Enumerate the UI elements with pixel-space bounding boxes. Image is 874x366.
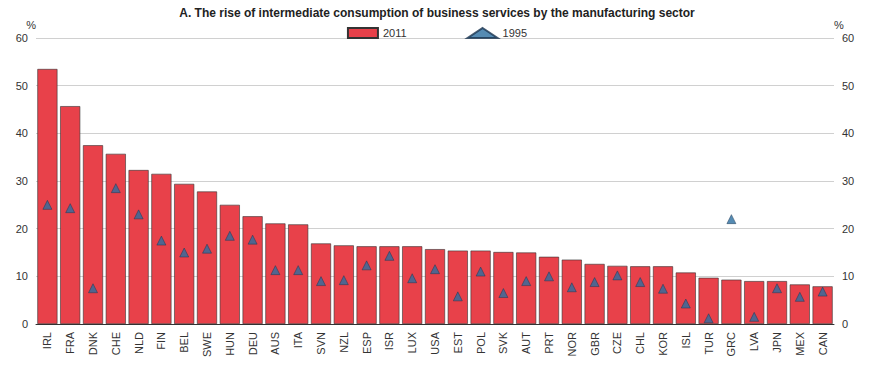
svg-text:20: 20 [842,223,854,235]
svg-text:MEX: MEX [794,331,806,356]
svg-text:0: 0 [842,318,848,330]
svg-text:LUX: LUX [406,331,418,353]
svg-text:CHE: CHE [110,332,122,355]
svg-text:50: 50 [842,80,854,92]
svg-text:GRC: GRC [725,332,737,357]
svg-text:SWE: SWE [201,332,213,357]
svg-text:60: 60 [842,32,854,44]
svg-text:1995: 1995 [503,27,527,39]
svg-text:ITA: ITA [292,331,304,348]
svg-text:HUN: HUN [224,332,236,356]
svg-text:NOR: NOR [566,332,578,357]
svg-text:A. The rise of intermediate co: A. The rise of intermediate consumption … [179,6,695,20]
svg-text:NLD: NLD [133,332,145,354]
svg-text:%: % [834,19,844,31]
svg-text:40: 40 [16,127,28,139]
svg-text:POL: POL [475,332,487,354]
svg-text:FIN: FIN [155,332,167,350]
svg-text:IRL: IRL [41,332,53,349]
svg-text:0: 0 [22,318,28,330]
svg-text:JPN: JPN [771,332,783,353]
svg-text:SVK: SVK [497,331,509,354]
svg-text:30: 30 [16,175,28,187]
svg-text:2011: 2011 [383,27,407,39]
svg-text:AUT: AUT [520,332,532,354]
svg-text:30: 30 [842,175,854,187]
svg-text:TUR: TUR [703,332,715,355]
svg-text:EST: EST [452,332,464,354]
svg-text:KOR: KOR [657,332,669,356]
svg-text:20: 20 [16,223,28,235]
svg-text:USA: USA [429,331,441,354]
svg-text:FRA: FRA [64,331,76,354]
svg-text:BEL: BEL [178,332,190,353]
svg-text:40: 40 [842,127,854,139]
svg-text:60: 60 [16,32,28,44]
svg-text:SVN: SVN [315,332,327,355]
svg-text:DNK: DNK [87,331,99,355]
svg-text:50: 50 [16,80,28,92]
svg-text:%: % [26,19,36,31]
svg-text:CZE: CZE [611,332,623,354]
svg-text:PRT: PRT [543,332,555,354]
svg-text:ISL: ISL [680,332,692,349]
svg-text:CAN: CAN [817,332,829,355]
svg-text:ESP: ESP [361,332,373,354]
svg-text:10: 10 [842,270,854,282]
svg-text:ISR: ISR [383,332,395,350]
svg-text:AUS: AUS [269,332,281,355]
svg-text:NZL: NZL [338,332,350,353]
svg-text:GBR: GBR [589,332,601,356]
svg-text:10: 10 [16,270,28,282]
svg-text:DEU: DEU [247,332,259,355]
svg-text:CHL: CHL [634,332,646,354]
svg-text:LVA: LVA [748,331,760,351]
